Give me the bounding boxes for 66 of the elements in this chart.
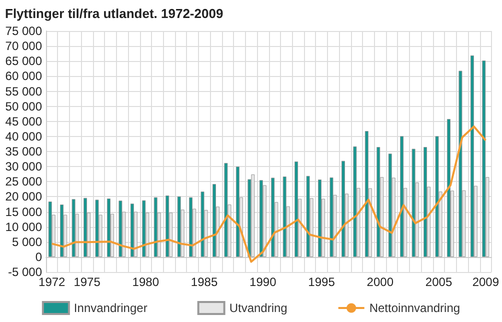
chart-title: Flyttinger til/fra utlandet. 1972-2009 xyxy=(5,6,224,21)
bar xyxy=(189,197,193,257)
x-tick-label: 2005 xyxy=(425,275,452,289)
bar xyxy=(200,192,204,257)
y-tick-label: 20 000 xyxy=(5,190,42,204)
bar xyxy=(294,161,298,257)
bar xyxy=(84,198,88,257)
bar xyxy=(60,204,64,257)
x-tick-label: 2009 xyxy=(472,275,500,289)
y-tick-label: 70 000 xyxy=(5,39,42,54)
bar xyxy=(318,180,322,257)
y-tick-label: 40 000 xyxy=(5,129,42,144)
y-tick-label: 5 000 xyxy=(12,234,42,249)
bar xyxy=(236,166,240,257)
bar xyxy=(271,178,275,257)
bar xyxy=(482,60,486,257)
bar xyxy=(48,202,52,257)
bar xyxy=(224,162,228,257)
y-tick-label: 0 xyxy=(35,250,42,264)
legend-label: Innvandringer xyxy=(74,301,148,315)
bar xyxy=(142,200,146,257)
bar xyxy=(376,146,380,257)
bar xyxy=(95,200,99,257)
y-tick-label: 15 000 xyxy=(5,204,42,219)
y-tick-label: 55 000 xyxy=(5,84,42,98)
y-tick-label: 10 000 xyxy=(5,220,42,234)
bar xyxy=(435,136,439,257)
bar xyxy=(212,184,216,257)
bar xyxy=(470,55,474,257)
bar xyxy=(341,160,345,257)
y-tick-label: 35 000 xyxy=(5,144,42,158)
x-tick-label: 1990 xyxy=(250,275,277,289)
bar xyxy=(282,176,286,257)
x-tick-label: 1995 xyxy=(308,275,336,289)
bar xyxy=(72,199,76,257)
bar xyxy=(400,136,404,257)
y-tick-label: 25 000 xyxy=(5,174,42,189)
bar xyxy=(130,204,134,257)
bar xyxy=(106,198,110,257)
x-tick-label: 1975 xyxy=(74,275,101,289)
bar xyxy=(458,70,462,257)
y-tick-label: 75 000 xyxy=(5,24,42,38)
bar xyxy=(353,146,357,257)
bar xyxy=(330,177,334,257)
legend-label: Nettoinnvandring xyxy=(369,301,460,315)
x-tick-label: 1980 xyxy=(132,275,160,289)
bar xyxy=(424,146,428,257)
bar xyxy=(177,196,181,257)
bar xyxy=(364,131,368,257)
bar xyxy=(259,180,263,257)
x-tick-label: 1985 xyxy=(190,275,218,289)
y-tick-label: 60 000 xyxy=(5,69,42,84)
bar xyxy=(412,148,416,257)
bar xyxy=(446,118,450,257)
bar xyxy=(118,200,122,257)
x-tick-label: 2000 xyxy=(366,275,394,289)
bar xyxy=(154,197,158,257)
line-series xyxy=(50,125,487,263)
y-tick-label: 50 000 xyxy=(5,99,42,114)
bar xyxy=(388,154,392,257)
y-tick-label: 45 000 xyxy=(5,114,42,128)
bar xyxy=(166,195,170,257)
legend-label: Utvandring xyxy=(229,301,288,315)
y-tick-label: 65 000 xyxy=(5,54,42,68)
y-tick-label: 30 000 xyxy=(5,160,42,174)
bar xyxy=(306,176,310,257)
